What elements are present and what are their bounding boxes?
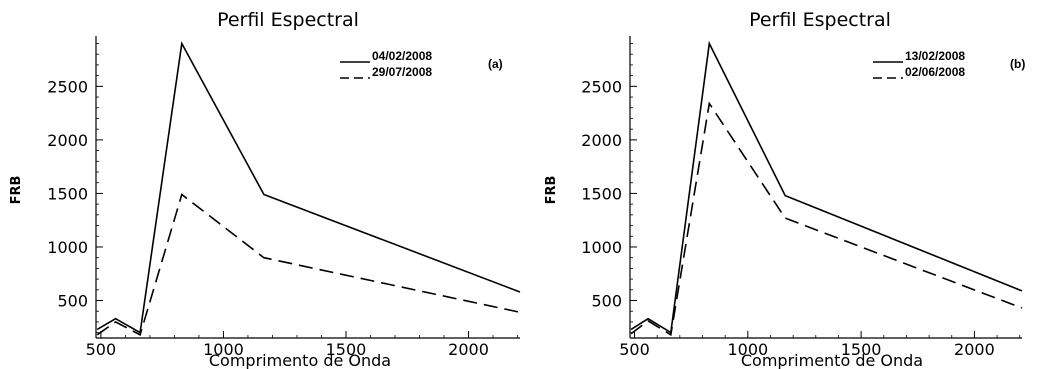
y-axis-label: FRB bbox=[9, 176, 24, 205]
y-tick-label: 2000 bbox=[47, 131, 88, 150]
plot-area: 500 1000 1500 2000 2500 500 1000 1500 2000 bbox=[581, 36, 1023, 359]
y-axis-label: FRB bbox=[544, 176, 559, 205]
y-tick-label: 500 bbox=[57, 292, 88, 311]
series-line-dashed bbox=[630, 101, 1023, 337]
series-line-solid bbox=[630, 40, 1023, 334]
legend-label: 29/07/2008 bbox=[372, 65, 432, 79]
panel-b: Perfil Espectral FRB Comprimento de Onda… bbox=[544, 9, 1025, 369]
y-tick-label: 2500 bbox=[47, 77, 88, 96]
chart-title: Perfil Espectral bbox=[217, 9, 359, 31]
y-tick-label: 500 bbox=[591, 292, 622, 311]
legend-label: 13/02/2008 bbox=[905, 49, 965, 63]
x-tick-label: 1500 bbox=[841, 340, 882, 359]
x-tick-label: 1500 bbox=[326, 340, 367, 359]
panel-label: (b) bbox=[1010, 57, 1025, 71]
y-tick-label: 1500 bbox=[581, 184, 622, 203]
plot-area: 500 1000 1500 2000 2500 500 1000 1500 2000 bbox=[47, 36, 521, 359]
panel-a: Perfil Espectral FRB Comprimento de Onda… bbox=[9, 9, 521, 369]
x-tick-label: 2000 bbox=[448, 340, 489, 359]
legend-label: 04/02/2008 bbox=[372, 49, 432, 63]
y-tick-label: 1000 bbox=[581, 238, 622, 257]
y-tick-label: 1000 bbox=[47, 238, 88, 257]
x-tick-label: 2000 bbox=[954, 340, 995, 359]
legend: 13/02/2008 02/06/2008 bbox=[873, 49, 965, 79]
y-tick-label: 2000 bbox=[581, 131, 622, 150]
y-tick-label: 1500 bbox=[47, 184, 88, 203]
x-tick-label: 500 bbox=[619, 340, 650, 359]
panel-label: (a) bbox=[488, 57, 503, 71]
series-line-solid bbox=[96, 41, 521, 334]
x-tick-label: 500 bbox=[86, 340, 117, 359]
x-axis-label: Comprimento de Onda bbox=[741, 351, 923, 369]
series-line-dashed bbox=[96, 193, 521, 336]
x-axis-label: Comprimento de Onda bbox=[209, 351, 391, 369]
y-tick-label: 2500 bbox=[581, 77, 622, 96]
legend-label: 02/06/2008 bbox=[905, 65, 965, 79]
chart-title: Perfil Espectral bbox=[749, 9, 891, 31]
legend: 04/02/2008 29/07/2008 bbox=[340, 49, 432, 79]
x-tick-label: 1000 bbox=[727, 340, 768, 359]
x-tick-label: 1000 bbox=[203, 340, 244, 359]
